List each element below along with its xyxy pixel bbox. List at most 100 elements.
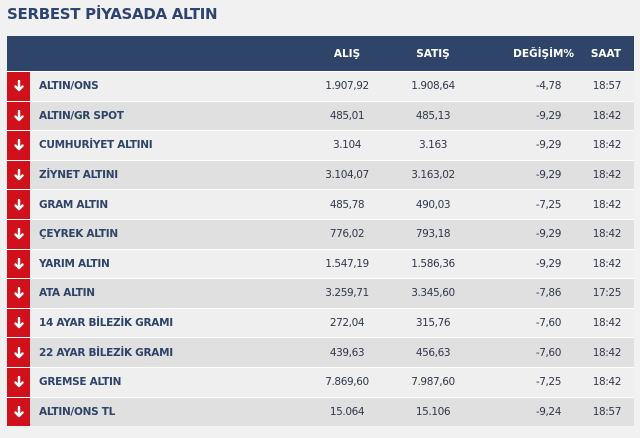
- buy-price: 272,04: [329, 317, 365, 330]
- instrument-name[interactable]: GREMSE ALTIN: [39, 376, 122, 389]
- table-row[interactable]: ZİYNET ALTINI 3.104,07 3.163,02 -9,29 18…: [7, 159, 634, 190]
- buy-price: 7.869,60: [325, 376, 369, 389]
- sell-price: 15.106: [415, 405, 451, 418]
- header-saat: SAAT: [590, 47, 621, 60]
- buy-price: 3.259,71: [325, 287, 369, 300]
- arrow-down-icon: [13, 405, 24, 418]
- buy-price: 1.547,19: [325, 257, 369, 270]
- table-row[interactable]: ATA ALTIN 3.259,71 3.345,60 -7,86 17:25: [7, 278, 634, 308]
- trend-indicator: [7, 397, 30, 427]
- header-satis: SATIŞ: [416, 47, 450, 60]
- gold-price-table: ALIŞ SATIŞ DEĞİŞİM% SAAT ALTIN/ONS 1.907…: [7, 36, 634, 427]
- header-degisim: DEĞİŞİM%: [513, 47, 574, 60]
- trend-indicator: [7, 338, 30, 367]
- page-title: SERBEST PİYASADA ALTIN: [7, 5, 218, 23]
- buy-price: 3.104,07: [325, 169, 369, 182]
- change-percent: -7,86: [535, 287, 562, 300]
- table-row[interactable]: ALTIN/GR SPOT 485,01 485,13 -9,29 18:42: [7, 100, 634, 131]
- table-row[interactable]: GREMSE ALTIN 7.869,60 7.987,60 -7,25 18:…: [7, 366, 634, 397]
- instrument-name[interactable]: CUMHURİYET ALTINI: [39, 139, 153, 152]
- buy-price: 15.064: [329, 405, 365, 418]
- update-time: 18:42: [592, 228, 622, 241]
- instrument-name[interactable]: ALTIN/GR SPOT: [39, 109, 124, 122]
- trend-indicator: [7, 279, 30, 308]
- instrument-name[interactable]: ALTIN/ONS TL: [39, 405, 115, 418]
- change-percent: -7,25: [535, 376, 562, 389]
- table-header: ALIŞ SATIŞ DEĞİŞİM% SAAT: [7, 36, 634, 71]
- instrument-name[interactable]: ZİYNET ALTINI: [39, 169, 118, 182]
- instrument-name[interactable]: GRAM ALTIN: [39, 198, 108, 211]
- change-percent: -4,78: [535, 80, 562, 93]
- table-row[interactable]: YARIM ALTIN 1.547,19 1.586,36 -9,29 18:4…: [7, 248, 634, 279]
- change-percent: -9,29: [535, 228, 562, 241]
- trend-indicator: [7, 101, 30, 131]
- trend-indicator: [7, 308, 30, 338]
- update-time: 18:42: [592, 317, 622, 330]
- buy-price: 485,78: [329, 198, 365, 211]
- instrument-name[interactable]: ÇEYREK ALTIN: [39, 228, 118, 241]
- buy-price: 3.104: [332, 139, 362, 152]
- update-time: 18:42: [592, 169, 622, 182]
- update-time: 18:42: [592, 257, 622, 270]
- change-percent: -9,29: [535, 169, 562, 182]
- sell-price: 7.987,60: [411, 376, 455, 389]
- arrow-down-icon: [13, 80, 24, 92]
- table-row[interactable]: 22 AYAR BİLEZİK GRAMI 439,63 456,63 -7,6…: [7, 337, 634, 367]
- update-time: 18:42: [592, 139, 622, 152]
- change-percent: -7,60: [535, 346, 562, 359]
- change-percent: -9,29: [535, 109, 562, 122]
- arrow-down-icon: [13, 287, 24, 299]
- table-row[interactable]: 14 AYAR BİLEZİK GRAMI 272,04 315,76 -7,6…: [7, 307, 634, 338]
- arrow-down-icon: [13, 257, 24, 270]
- trend-indicator: [7, 131, 30, 160]
- trend-indicator: [7, 219, 30, 249]
- update-time: 18:42: [592, 376, 622, 389]
- table-row[interactable]: ALTIN/ONS 1.907,92 1.908,64 -4,78 18:57: [7, 71, 634, 101]
- arrow-down-icon: [13, 317, 24, 329]
- sell-price: 1.586,36: [411, 257, 455, 270]
- sell-price: 1.908,64: [411, 80, 455, 93]
- table-row[interactable]: ÇEYREK ALTIN 776,02 793,18 -9,29 18:42: [7, 218, 634, 249]
- trend-indicator: [7, 249, 30, 279]
- arrow-down-icon: [13, 376, 24, 388]
- sell-price: 3.345,60: [411, 287, 455, 300]
- table-row[interactable]: CUMHURİYET ALTINI 3.104 3.163 -9,29 18:4…: [7, 130, 634, 160]
- trend-indicator: [7, 160, 30, 190]
- sell-price: 485,13: [415, 109, 451, 122]
- sell-price: 315,76: [415, 317, 451, 330]
- header-alis: ALIŞ: [333, 47, 361, 60]
- update-time: 18:42: [592, 109, 622, 122]
- change-percent: -7,25: [535, 198, 562, 211]
- update-time: 18:57: [592, 80, 622, 93]
- table-body: ALTIN/ONS 1.907,92 1.908,64 -4,78 18:57 …: [7, 71, 634, 427]
- buy-price: 485,01: [329, 109, 365, 122]
- buy-price: 439,63: [329, 346, 365, 359]
- update-time: 18:42: [592, 198, 622, 211]
- table-row[interactable]: GRAM ALTIN 485,78 490,03 -7,25 18:42: [7, 189, 634, 219]
- arrow-down-icon: [13, 228, 24, 240]
- change-percent: -9,29: [535, 139, 562, 152]
- sell-price: 490,03: [415, 198, 451, 211]
- arrow-down-icon: [13, 346, 24, 358]
- header-spacer: [7, 36, 30, 71]
- instrument-name[interactable]: YARIM ALTIN: [39, 257, 110, 270]
- instrument-name[interactable]: ALTIN/ONS: [39, 80, 99, 93]
- sell-price: 3.163,02: [411, 169, 455, 182]
- buy-price: 776,02: [329, 228, 365, 241]
- instrument-name[interactable]: 22 AYAR BİLEZİK GRAMI: [39, 346, 173, 359]
- change-percent: -9,29: [535, 257, 562, 270]
- arrow-down-icon: [13, 139, 24, 151]
- update-time: 18:42: [592, 346, 622, 359]
- update-time: 18:57: [592, 405, 622, 418]
- trend-indicator: [7, 72, 30, 101]
- arrow-down-icon: [13, 198, 24, 210]
- trend-indicator: [7, 367, 30, 397]
- sell-price: 3.163: [418, 139, 448, 152]
- sell-price: 456,63: [415, 346, 451, 359]
- instrument-name[interactable]: 14 AYAR BİLEZİK GRAMI: [39, 317, 173, 330]
- instrument-name[interactable]: ATA ALTIN: [39, 287, 95, 300]
- table-row[interactable]: ALTIN/ONS TL 15.064 15.106 -9,24 18:57: [7, 396, 634, 427]
- change-percent: -7,60: [535, 317, 562, 330]
- change-percent: -9,24: [535, 405, 562, 418]
- arrow-down-icon: [13, 169, 24, 181]
